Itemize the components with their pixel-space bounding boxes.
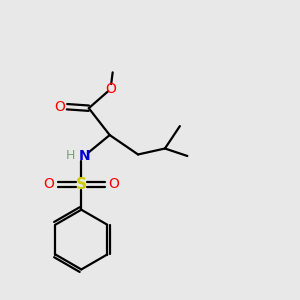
Text: O: O <box>106 82 117 96</box>
Text: O: O <box>108 177 119 191</box>
Text: S: S <box>76 177 87 192</box>
Text: N: N <box>79 149 90 163</box>
Text: O: O <box>54 100 65 114</box>
Text: O: O <box>44 177 55 191</box>
Text: H: H <box>65 148 75 162</box>
